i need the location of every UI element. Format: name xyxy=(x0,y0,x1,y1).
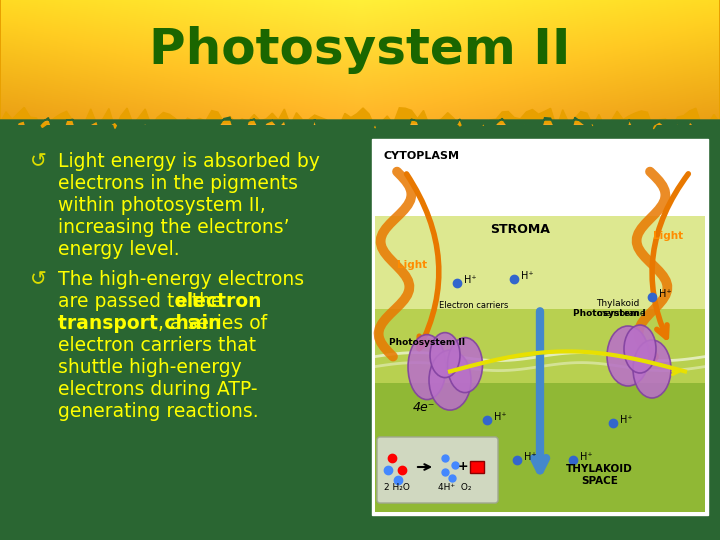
Ellipse shape xyxy=(430,333,460,377)
Bar xyxy=(470,461,484,473)
Text: electrons during ATP-: electrons during ATP- xyxy=(58,380,258,399)
Text: Photosystem II: Photosystem II xyxy=(389,338,465,347)
Text: electron carriers that: electron carriers that xyxy=(58,336,256,355)
Text: energy level.: energy level. xyxy=(58,240,179,259)
Text: 4e⁻: 4e⁻ xyxy=(413,401,436,414)
Ellipse shape xyxy=(448,338,482,393)
Ellipse shape xyxy=(624,325,656,373)
Text: Photosystem II: Photosystem II xyxy=(149,26,571,74)
Text: generating reactions.: generating reactions. xyxy=(58,402,258,421)
Text: Light energy is absorbed by: Light energy is absorbed by xyxy=(58,152,320,171)
Text: Photosystem I: Photosystem I xyxy=(573,308,646,318)
Text: Thylakoid
membrane: Thylakoid membrane xyxy=(596,299,646,318)
Text: within photosystem II,: within photosystem II, xyxy=(58,196,266,215)
Text: H⁺: H⁺ xyxy=(660,289,672,299)
Ellipse shape xyxy=(607,326,649,386)
Text: are passed to the: are passed to the xyxy=(58,292,228,311)
Ellipse shape xyxy=(408,335,446,400)
Text: ↺: ↺ xyxy=(30,270,47,289)
Text: H⁺: H⁺ xyxy=(524,452,536,462)
Ellipse shape xyxy=(429,350,471,410)
FancyBboxPatch shape xyxy=(377,437,498,503)
Text: +: + xyxy=(458,461,468,474)
Ellipse shape xyxy=(633,340,671,398)
Text: , a series of: , a series of xyxy=(158,314,267,333)
Text: H⁺: H⁺ xyxy=(580,452,593,462)
Text: THYLAKOID
SPACE: THYLAKOID SPACE xyxy=(566,464,633,486)
Text: H⁺: H⁺ xyxy=(464,275,477,285)
Text: 4H⁺  O₂: 4H⁺ O₂ xyxy=(438,483,472,492)
Text: electron: electron xyxy=(174,292,261,311)
Text: H⁺: H⁺ xyxy=(620,415,632,425)
Text: ↺: ↺ xyxy=(30,152,47,171)
Text: transport chain: transport chain xyxy=(58,314,221,333)
Polygon shape xyxy=(0,117,720,143)
Text: Electron carriers: Electron carriers xyxy=(439,301,509,310)
Text: STROMA: STROMA xyxy=(490,224,550,237)
Text: Light: Light xyxy=(653,231,683,241)
Bar xyxy=(375,382,705,512)
Text: Light: Light xyxy=(397,260,427,271)
Text: The high-energy electrons: The high-energy electrons xyxy=(58,270,304,289)
Bar xyxy=(372,139,708,515)
Text: increasing the electrons’: increasing the electrons’ xyxy=(58,218,289,237)
Bar xyxy=(375,142,705,216)
Bar xyxy=(375,216,705,320)
Text: H⁺: H⁺ xyxy=(494,411,507,422)
Text: 2 H₂O: 2 H₂O xyxy=(384,483,410,492)
Bar xyxy=(375,308,705,382)
Text: CYTOPLASM: CYTOPLASM xyxy=(383,151,459,161)
Polygon shape xyxy=(0,0,720,129)
Text: shuttle high-energy: shuttle high-energy xyxy=(58,358,242,377)
Text: electrons in the pigments: electrons in the pigments xyxy=(58,174,298,193)
Text: H⁺: H⁺ xyxy=(521,271,534,281)
